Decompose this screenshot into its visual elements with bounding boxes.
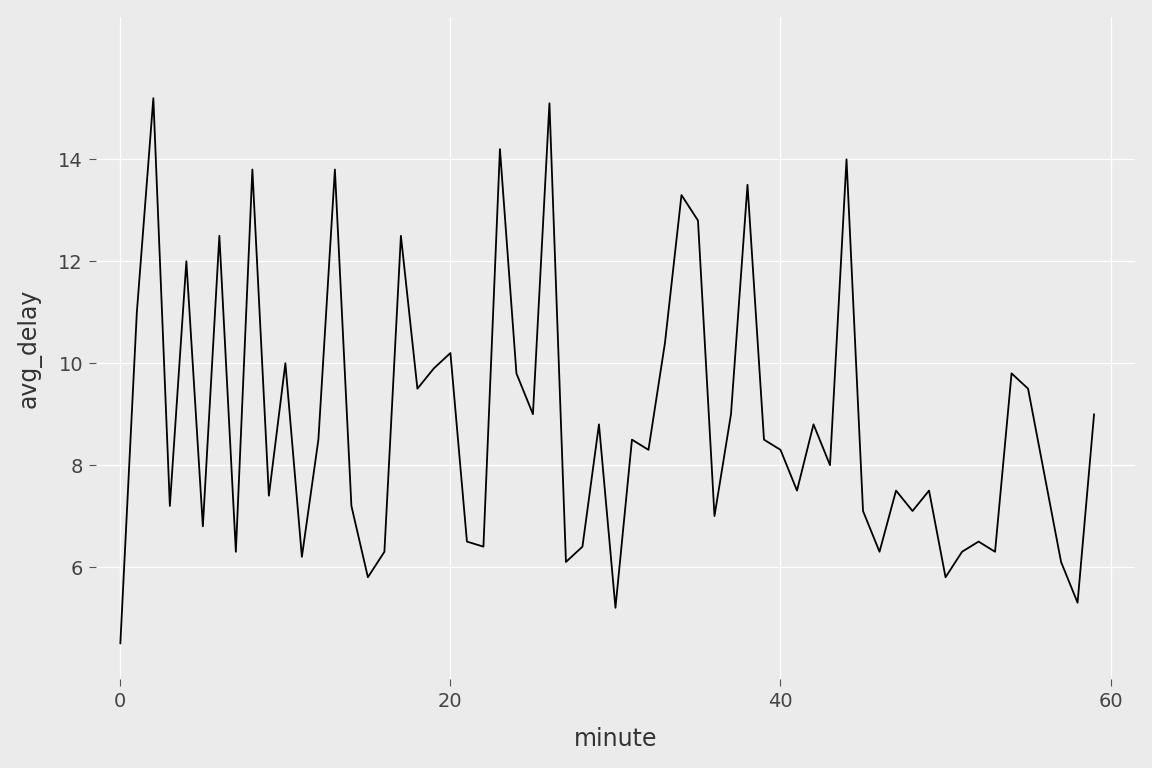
X-axis label: minute: minute bbox=[574, 727, 657, 751]
Y-axis label: avg_delay: avg_delay bbox=[16, 288, 41, 408]
